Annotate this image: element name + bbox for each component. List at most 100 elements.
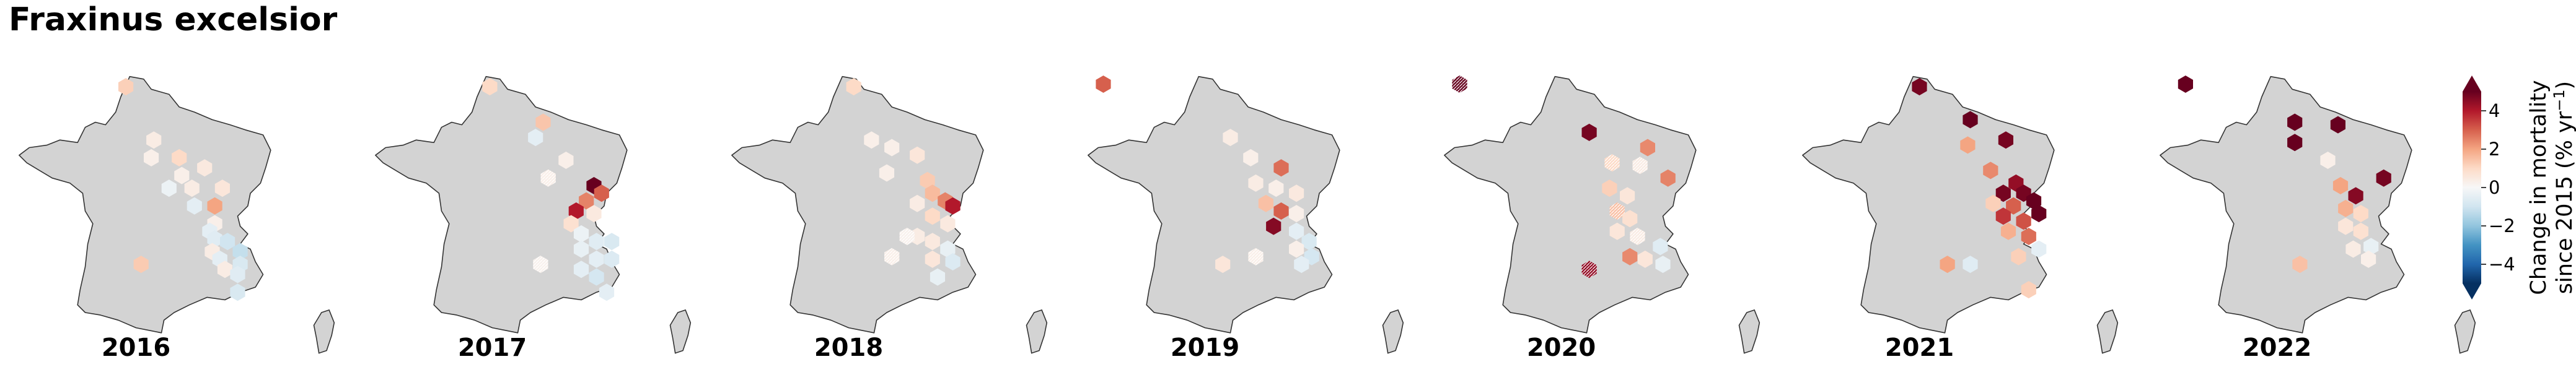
hex-cell	[925, 250, 940, 268]
hex-cell-hatch	[884, 248, 900, 266]
hex-cell	[2361, 250, 2376, 268]
hex-cell	[1653, 238, 1668, 256]
hex-cell	[197, 159, 213, 177]
hex-cell	[864, 131, 879, 149]
hex-cell	[1289, 184, 1304, 202]
hex-cell	[604, 250, 620, 268]
hex-cell-hatch	[1452, 76, 1467, 93]
france-landmass	[2160, 76, 2412, 334]
hex-cell	[2031, 205, 2047, 223]
hex-cell	[2031, 240, 2047, 258]
france-landmass	[731, 76, 984, 334]
colorbar-label-sup: −1	[2551, 89, 2568, 111]
hex-cell	[2287, 113, 2303, 131]
corsica-landmass	[313, 309, 335, 354]
hex-cell	[1622, 248, 1638, 266]
hex-cell	[184, 179, 200, 197]
hex-cell	[930, 268, 946, 286]
hex-cell	[2320, 152, 2336, 169]
hex-cell	[910, 194, 925, 212]
colorbar-tick-label: −2	[2489, 215, 2515, 236]
map-panel-2018: 2018	[731, 76, 1048, 362]
map-panel-2017: 2017	[375, 76, 692, 362]
hex-cell	[568, 202, 584, 220]
hex-cell	[846, 78, 861, 96]
hex-cell-hatch	[540, 169, 556, 187]
france-landmass	[1088, 76, 1340, 334]
hex-cell	[1622, 210, 1638, 228]
colorbar-label-close: )	[2552, 81, 2576, 90]
colorbar-label-line2: since 2015 (% yr−1)	[2551, 81, 2576, 294]
hex-cell	[1268, 179, 1284, 197]
hex-cell	[1963, 256, 1978, 274]
hex-cell	[1273, 202, 1289, 220]
hex-cell	[2363, 238, 2379, 256]
hex-cell	[589, 233, 604, 251]
hex-cell	[2376, 169, 2391, 187]
hex-cell	[1985, 194, 2001, 212]
hex-cell	[220, 233, 235, 251]
hex-cell-hatch	[1630, 228, 1645, 245]
year-label: 2018	[814, 334, 883, 362]
hex-cell	[2345, 240, 2361, 258]
panels-layer: 2016 2017 2018 2019 2020 2021 2022	[19, 76, 2476, 362]
hex-cell	[230, 266, 245, 283]
hex-cell	[940, 215, 956, 233]
hex-cell	[172, 149, 187, 166]
hex-cell	[2287, 134, 2303, 152]
hex-cell	[573, 261, 589, 278]
hex-cell	[1301, 233, 1317, 251]
hex-cell	[144, 149, 159, 166]
hex-cell	[604, 233, 620, 251]
hex-cell	[1995, 207, 2011, 225]
hex-cell	[161, 179, 177, 197]
hex-cell	[118, 78, 134, 96]
hex-cell	[910, 146, 925, 164]
hex-cell	[945, 197, 961, 215]
hex-cell	[1637, 250, 1653, 268]
hex-cell	[2178, 76, 2193, 93]
colorbar-tick-label: 2	[2489, 139, 2500, 160]
hex-cell	[2026, 192, 2042, 210]
hex-cell-hatch	[899, 228, 915, 245]
hex-cell-hatch	[1581, 261, 1597, 278]
hex-cell	[2006, 197, 2021, 215]
hex-cell	[945, 253, 961, 270]
year-label: 2017	[458, 334, 527, 362]
year-label: 2022	[2243, 334, 2311, 362]
hex-cell	[217, 261, 233, 278]
hex-cell	[1655, 256, 1671, 274]
hex-cell	[174, 166, 190, 184]
year-label: 2021	[1885, 334, 1954, 362]
hex-cell	[1640, 139, 1655, 157]
hex-cell	[207, 197, 222, 215]
hex-cell	[133, 256, 149, 274]
map-panel-2020: 2020	[1444, 76, 1761, 362]
hex-cell	[1581, 123, 1597, 141]
hex-cell	[535, 113, 551, 131]
hex-cell	[1243, 149, 1259, 166]
hex-cell	[925, 184, 940, 202]
hex-cell	[2348, 187, 2363, 205]
colorbar-extend-min	[2463, 283, 2481, 300]
hex-cell	[146, 131, 162, 149]
colorbar: 4 2 0 −2 −4 Change in mortality since 2015 (% …	[2463, 76, 2576, 300]
hex-cell	[1215, 256, 1231, 274]
hex-cell	[1609, 222, 1625, 240]
hex-cell-hatch	[1632, 157, 1648, 175]
hex-cell	[1995, 184, 2011, 202]
hex-cell	[1096, 76, 1111, 93]
hex-cell	[589, 250, 604, 268]
hex-cell	[2353, 222, 2368, 240]
map-panel-2021: 2021	[1802, 76, 2119, 362]
hex-cell	[1258, 194, 1273, 212]
hex-cell	[2021, 281, 2036, 299]
france-landmass	[19, 76, 271, 334]
year-label: 2019	[1171, 334, 1239, 362]
hex-cell	[2021, 228, 2036, 245]
hex-cell	[187, 197, 202, 215]
hex-cell	[1602, 179, 1617, 197]
hex-cell	[214, 179, 230, 197]
hex-cell	[2332, 177, 2349, 194]
hex-cell	[2011, 248, 2026, 266]
